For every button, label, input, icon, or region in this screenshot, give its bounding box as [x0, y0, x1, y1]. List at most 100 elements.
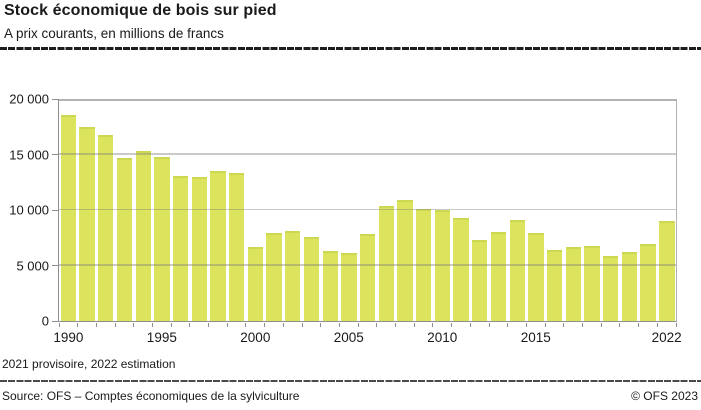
x-axis-tick-22 [469, 322, 471, 327]
bar-1990 [60, 114, 77, 321]
chart-footnote: 2021 provisoire, 2022 estimation [2, 357, 176, 371]
title-separator-line [0, 47, 701, 50]
bar-slot-2000 [246, 99, 265, 321]
gridline-10000 [59, 208, 676, 210]
x-axis-tick-33 [675, 322, 677, 327]
bar-slot-2007 [377, 99, 396, 321]
page-subtitle: A prix courants, en millions de francs [4, 26, 224, 41]
bar-2007 [378, 205, 394, 321]
x-axis-tick-18 [395, 322, 397, 327]
bar-2006 [359, 234, 376, 321]
x-axis-tick-17 [376, 322, 378, 327]
x-axis-tick-5 [151, 322, 153, 327]
footer-source: Source: OFS – Comptes économiques de la … [2, 389, 300, 403]
bar-1997 [191, 176, 207, 321]
bar-slot-2022 [658, 99, 677, 321]
bar-slot-1992 [96, 99, 115, 321]
x-axis-tick-4 [133, 322, 135, 327]
bar-slot-1990 [59, 99, 78, 321]
bar-2012 [472, 239, 488, 321]
bar-slot-1993 [115, 99, 134, 321]
bar-1991 [79, 126, 95, 321]
bar-slot-1996 [171, 99, 190, 321]
x-axis-tick-29 [600, 322, 602, 327]
bar-2017 [565, 246, 581, 321]
x-axis-tick-8 [208, 322, 210, 327]
x-axis-tick-6 [170, 322, 172, 327]
bar-slot-2009 [414, 99, 433, 321]
bar-slot-2003 [302, 99, 321, 321]
bar-2005 [341, 253, 357, 321]
x-axis-label-2005: 2005 [333, 330, 364, 345]
bar-slot-2019 [601, 99, 620, 321]
x-axis-label-2015: 2015 [520, 330, 551, 345]
bar-2002 [285, 231, 301, 321]
bar-slot-2014 [508, 99, 527, 321]
x-axis-tick-15 [338, 322, 340, 327]
bar-1994 [135, 151, 151, 321]
bar-1998 [210, 171, 226, 321]
x-axis-tick-3 [114, 322, 116, 327]
bar-slot-2015 [527, 99, 546, 321]
bar-slot-1995 [153, 99, 172, 321]
bar-slot-2013 [489, 99, 508, 321]
x-axis-label-1990: 1990 [53, 330, 84, 345]
bar-slot-2010 [433, 99, 452, 321]
bar-slot-2016 [545, 99, 564, 321]
page-title: Stock économique de bois sur pied [4, 2, 277, 19]
bar-2018 [584, 245, 600, 321]
y-axis-label-0: 0 [41, 313, 49, 329]
y-axis-tick-0 [52, 320, 58, 322]
y-axis-tick-5000 [52, 265, 58, 266]
x-axis-tick-7 [189, 322, 191, 327]
x-axis-tick-20 [432, 322, 434, 327]
bar-2015 [528, 233, 544, 321]
x-axis-tick-24 [507, 322, 509, 327]
bar-slot-2002 [283, 99, 302, 321]
bar-slot-2001 [265, 99, 284, 321]
x-axis-tick-28 [582, 322, 583, 327]
bar-chart-plot-area: 0 5 000 10 000 15 000 20 000 1990 1995 2000 2005… [9, 92, 681, 346]
x-axis-tick-30 [619, 322, 621, 327]
x-axis-tick-1 [77, 322, 79, 327]
x-axis-tick-13 [301, 322, 303, 327]
x-axis-label-2000: 2000 [240, 330, 271, 345]
bar-2003 [303, 236, 320, 321]
bar-2019 [603, 255, 619, 321]
bar-slot-2012 [470, 99, 489, 321]
y-axis-label-15000: 15 000 [9, 147, 49, 162]
x-axis-tick-2 [95, 322, 97, 327]
bar-2020 [621, 252, 638, 321]
bar-2001 [266, 233, 282, 321]
bar-1999 [229, 173, 245, 321]
bar-slot-2008 [396, 99, 415, 321]
bar-slot-2004 [321, 99, 340, 321]
bar-slot-1997 [190, 99, 209, 321]
bar-slot-2006 [358, 99, 377, 321]
bar-1993 [116, 157, 133, 321]
x-axis-tick-9 [226, 322, 228, 327]
plot-top-border [59, 99, 676, 101]
x-axis-label-1995: 1995 [146, 330, 177, 345]
y-axis-label-10000: 10 000 [9, 202, 49, 218]
bar-2000 [247, 246, 264, 321]
bar-slot-1994 [134, 99, 153, 321]
x-axis-label-2010: 2010 [427, 330, 458, 345]
x-axis-tick-11 [264, 322, 266, 327]
bar-2021 [640, 244, 656, 321]
bar-slot-1998 [209, 99, 228, 321]
bar-2010 [434, 210, 451, 321]
x-axis-tick-21 [451, 322, 453, 327]
bar-1992 [98, 134, 114, 321]
bar-slot-1999 [227, 99, 246, 321]
bar-2011 [453, 217, 469, 321]
x-axis-tick-27 [563, 322, 565, 327]
bar-2016 [546, 249, 563, 321]
gridline-15000 [59, 153, 676, 155]
bar-1995 [154, 156, 170, 321]
footer-separator-line [0, 380, 701, 382]
x-axis-tick-16 [357, 322, 359, 327]
bar-slot-2018 [583, 99, 602, 321]
bar-2013 [490, 232, 507, 321]
bar-2004 [322, 251, 338, 321]
